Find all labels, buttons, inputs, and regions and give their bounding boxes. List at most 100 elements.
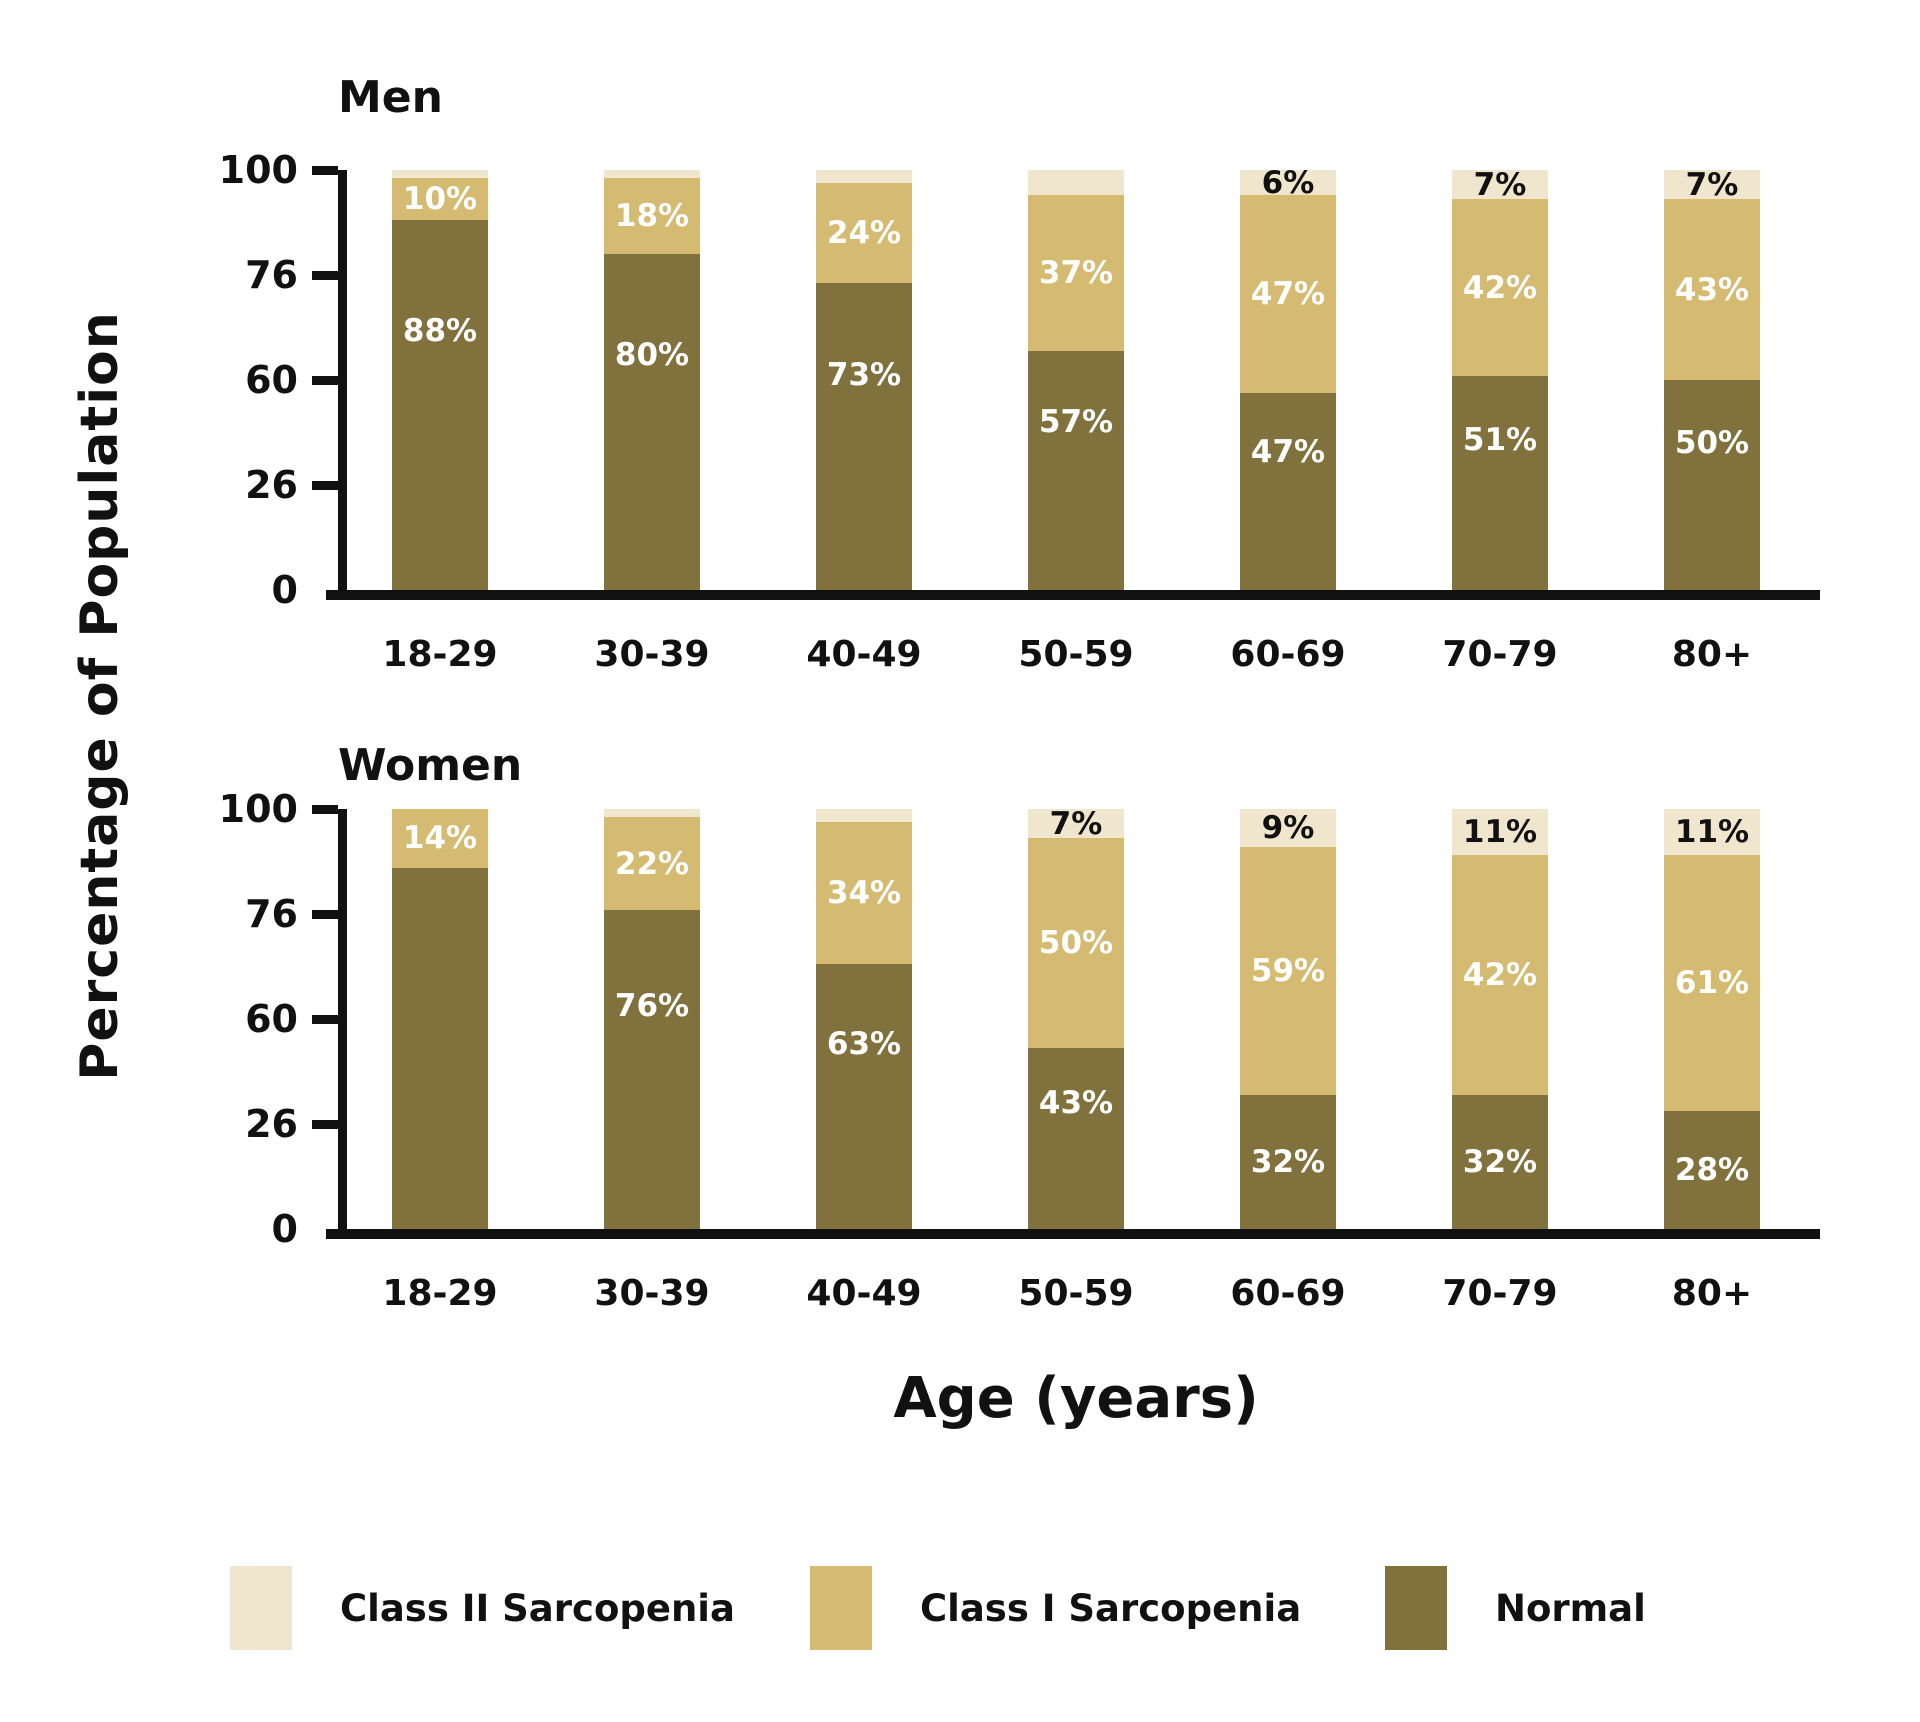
y-axis-spine-men [338, 170, 347, 600]
bar-segment-men-50-59-class1 [1028, 195, 1124, 351]
segment-label-men-70-79-class1: 42% [1462, 269, 1538, 306]
segment-label-men-70-79-class2: 7% [1473, 166, 1527, 203]
bar-segment-women-30-39-class1 [604, 817, 700, 910]
segment-label-women-18-29-class1: 14% [402, 820, 478, 857]
segment-label-women-60-69-class2: 9% [1261, 809, 1315, 846]
segment-label-women-40-49-normal: 63% [826, 1025, 902, 1062]
x-tick-label-men-30-39: 30-39 [594, 634, 710, 675]
segment-label-women-40-49-class1: 34% [826, 875, 902, 911]
segment-label-women-80+-normal: 28% [1674, 1152, 1750, 1189]
bar-segment-men-40-49-normal [816, 283, 912, 590]
y-tick-label-men: 100 [218, 148, 298, 192]
y-tick-mark-women [312, 804, 338, 814]
x-tick-label-women-30-39: 30-39 [594, 1273, 710, 1314]
segment-label-men-30-39-normal: 80% [614, 336, 690, 373]
x-axis-baseline-men [326, 590, 1820, 600]
segment-label-men-50-59-normal: 57% [1038, 404, 1114, 441]
y-tick-label-women: 76 [245, 892, 298, 936]
legend-label-class2: Class II Sarcopenia [340, 1586, 735, 1630]
bar-segment-women-18-29-class1 [392, 809, 488, 868]
segment-label-men-40-49-class1: 24% [826, 215, 902, 251]
bar-segment-men-40-49-class2 [816, 170, 912, 183]
segment-label-women-60-69-normal: 32% [1250, 1143, 1326, 1180]
bar-segment-men-30-39-normal [604, 254, 700, 590]
y-tick-mark-women [312, 1014, 338, 1024]
legend-item-class2: Class II Sarcopenia [230, 1566, 735, 1650]
segment-label-men-60-69-class2: 6% [1261, 164, 1315, 201]
x-tick-label-women-18-29: 18-29 [382, 1273, 498, 1314]
segment-label-women-70-79-normal: 32% [1462, 1143, 1538, 1180]
segment-label-women-50-59-normal: 43% [1038, 1084, 1114, 1121]
bar-segment-women-70-79-normal [1452, 1094, 1548, 1229]
legend-item-class1: Class I Sarcopenia [810, 1566, 1301, 1650]
bar-segment-women-70-79-class1 [1452, 855, 1548, 1095]
bar-segment-men-70-79-normal [1452, 375, 1548, 590]
segment-label-women-60-69-class1: 59% [1250, 952, 1326, 989]
bar-segment-men-30-39-class1 [604, 178, 700, 254]
segment-label-men-18-29-class1: 10% [402, 181, 478, 218]
bar-segment-women-40-49-class2 [816, 809, 912, 822]
segment-label-women-50-59-class1: 50% [1038, 925, 1114, 962]
bar-segment-women-80+-class1 [1664, 855, 1760, 1112]
y-tick-mark-women [312, 909, 338, 919]
segment-label-men-70-79-normal: 51% [1462, 422, 1538, 459]
y-tick-mark-women [312, 1119, 338, 1129]
x-axis-baseline-women [326, 1229, 1820, 1239]
y-tick-label-women: 26 [245, 1102, 298, 1146]
segment-label-women-30-39-class1: 22% [614, 845, 690, 882]
segment-label-men-80+-class2: 7% [1685, 166, 1739, 203]
bar-segment-men-80+-class1 [1664, 199, 1760, 380]
segment-label-men-30-39-class1: 18% [614, 198, 690, 235]
bar-segment-men-50-59-normal [1028, 350, 1124, 590]
bar-segment-women-50-59-normal [1028, 1048, 1124, 1229]
x-tick-label-women-80+: 80+ [1671, 1273, 1753, 1314]
segment-label-men-50-59-class1: 37% [1038, 254, 1114, 291]
bar-segment-women-50-59-class2 [1028, 809, 1124, 839]
bar-segment-women-60-69-normal [1240, 1094, 1336, 1229]
bar-segment-men-50-59-class2 [1028, 170, 1124, 196]
y-tick-mark-men [312, 480, 338, 490]
segment-label-men-60-69-normal: 47% [1250, 433, 1326, 470]
bar-segment-men-70-79-class2 [1452, 170, 1548, 200]
bar-segment-men-60-69-normal [1240, 392, 1336, 590]
segment-label-men-80+-class1: 43% [1674, 271, 1750, 308]
bar-segment-men-80+-normal [1664, 380, 1760, 590]
bar-segment-men-18-29-class2 [392, 170, 488, 179]
y-tick-label-men: 0 [271, 568, 298, 612]
bar-segment-women-80+-class2 [1664, 809, 1760, 856]
y-tick-mark-men [312, 165, 338, 175]
segment-label-women-80+-class2: 11% [1674, 814, 1750, 851]
bar-segment-women-50-59-class1 [1028, 838, 1124, 1049]
bar-segment-men-60-69-class2 [1240, 170, 1336, 196]
legend-item-normal: Normal [1385, 1566, 1646, 1650]
y-tick-label-women: 100 [218, 787, 298, 831]
x-tick-label-men-50-59: 50-59 [1018, 634, 1134, 675]
segment-label-women-80+-class1: 61% [1674, 965, 1750, 1002]
segment-label-women-30-39-normal: 76% [614, 987, 690, 1024]
bar-segment-women-80+-normal [1664, 1111, 1760, 1229]
bar-segment-men-18-29-class1 [392, 178, 488, 221]
panel-title-men: Men [338, 72, 443, 123]
y-axis-title: Percentage of Population [70, 311, 130, 1081]
x-tick-label-women-70-79: 70-79 [1442, 1273, 1558, 1314]
segment-label-women-70-79-class2: 11% [1462, 814, 1538, 851]
bar-segment-women-40-49-normal [816, 964, 912, 1229]
x-tick-label-women-60-69: 60-69 [1230, 1273, 1346, 1314]
segment-label-men-60-69-class1: 47% [1250, 275, 1326, 312]
legend-label-class1: Class I Sarcopenia [920, 1586, 1302, 1630]
bar-segment-men-40-49-class1 [816, 182, 912, 284]
bar-segment-women-70-79-class2 [1452, 809, 1548, 856]
legend-swatch-normal [1385, 1566, 1447, 1650]
y-tick-label-men: 60 [245, 358, 298, 402]
bar-segment-men-80+-class2 [1664, 170, 1760, 200]
segment-label-men-40-49-normal: 73% [826, 357, 902, 394]
bar-segment-women-18-29-normal [392, 867, 488, 1229]
y-tick-label-men: 26 [245, 463, 298, 507]
bar-segment-women-60-69-class1 [1240, 846, 1336, 1095]
bar-segment-women-40-49-class1 [816, 821, 912, 965]
bar-segment-men-18-29-normal [392, 220, 488, 590]
bar-segment-women-30-39-normal [604, 909, 700, 1229]
legend-swatch-class1 [810, 1566, 872, 1650]
bar-segment-women-30-39-class2 [604, 809, 700, 818]
